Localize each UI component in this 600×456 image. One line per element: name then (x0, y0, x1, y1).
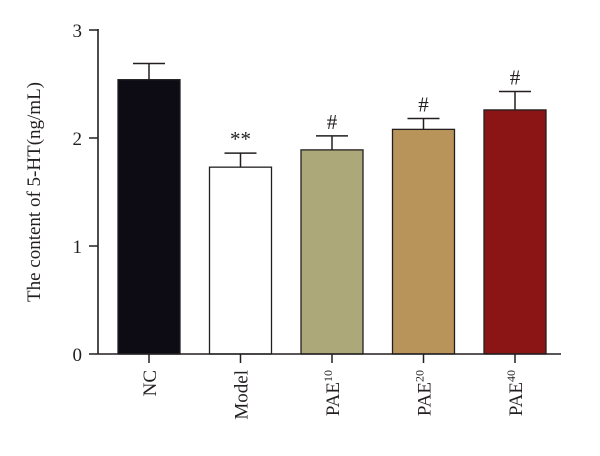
annotation-3: # (418, 93, 429, 117)
y-tick-label-3: 3 (73, 21, 83, 42)
annotation-4: # (510, 66, 521, 90)
y-tick-label-2: 2 (73, 129, 83, 150)
x-tick-label-1: Model (232, 370, 253, 420)
x-tick-label-2: PAE10 (321, 370, 344, 416)
annotation-1: ** (230, 127, 251, 151)
x-tick-label-0: NC (140, 370, 161, 396)
x-tick-label-4: PAE40 (504, 370, 527, 416)
y-axis-title: The content of 5-HT(ng/mL) (24, 82, 45, 302)
y-tick-label-0: 0 (73, 345, 83, 366)
y-tick-label-1: 1 (73, 237, 83, 258)
error-bars-group (133, 62, 531, 168)
bar-2 (300, 149, 364, 355)
bar-3 (391, 128, 456, 355)
bar-0 (117, 79, 181, 355)
x-tick-label-3: PAE20 (413, 370, 436, 416)
annotations-group: ** # # # (230, 66, 521, 152)
annotation-2: # (327, 110, 338, 134)
bar-1 (208, 166, 273, 355)
bar-4 (483, 109, 547, 355)
axes-group: NC Model PAE10 PAE20 PAE40 0 1 2 3 (73, 21, 561, 420)
